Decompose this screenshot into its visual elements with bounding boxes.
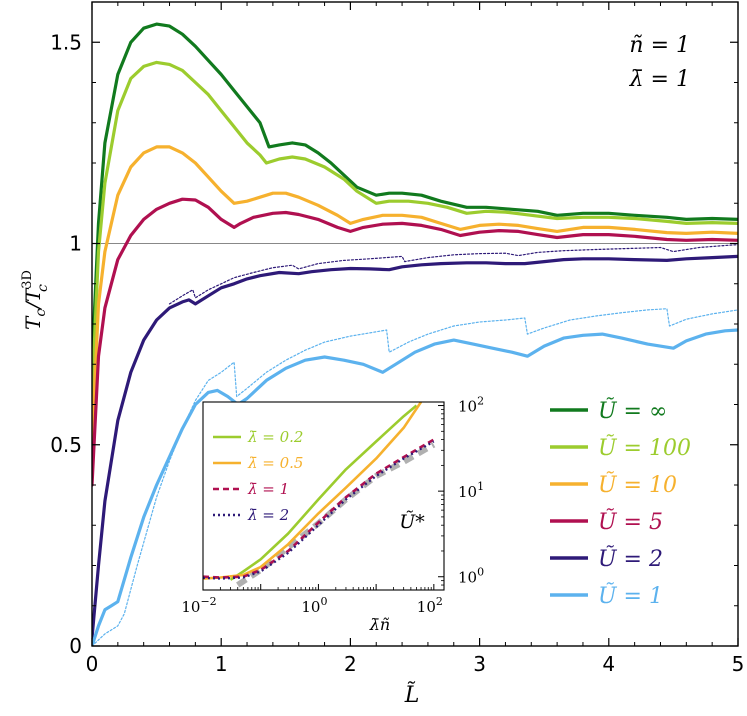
x-axis-label: L̃ bbox=[404, 682, 420, 708]
inset-ticks: 10−2 100 102 100 101 102 bbox=[181, 395, 484, 616]
x-tick-label: 0 bbox=[86, 652, 99, 676]
legend-label: Ũ = 2 bbox=[598, 544, 663, 572]
legend-label: Ũ = 100 bbox=[598, 433, 691, 461]
series-line-4 bbox=[92, 254, 738, 640]
inset-series-group bbox=[203, 402, 436, 588]
inset-x-axis-label: λ̄ñ bbox=[369, 615, 390, 634]
series-line-1 bbox=[92, 60, 738, 399]
inset-legend: λ̄ = 0.2 λ̄ = 0.5 λ̄ = 1 λ̄ = 2 bbox=[213, 428, 303, 524]
legend-label: Ũ = 5 bbox=[598, 507, 663, 535]
main-series-group bbox=[92, 22, 738, 646]
y-tick-label: 0.5 bbox=[50, 433, 82, 457]
inset-legend-label: λ̄ = 0.5 bbox=[247, 454, 303, 472]
x-tick-label: 5 bbox=[732, 652, 745, 676]
inset-x-tick-label: 10−2 bbox=[181, 595, 216, 616]
y-tick-label: 1.5 bbox=[50, 30, 82, 54]
y-tick-label: 0 bbox=[69, 634, 82, 658]
legend-label: Ũ = 1 bbox=[598, 581, 663, 609]
y-tick-label: 1 bbox=[69, 232, 82, 256]
inset-series-line-0 bbox=[229, 404, 418, 581]
main-plot: 0 1 2 3 4 5 0 0.5 1 1.5 L̃ Tc/T3Dc ñ = 1 λ̄ = 1 Ũ… bbox=[20, 1, 744, 708]
inset-axes-frame bbox=[202, 401, 445, 591]
inset-legend-label: λ̄ = 2 bbox=[247, 506, 289, 524]
inset-series-line-3 bbox=[203, 440, 435, 580]
x-tick-label: 3 bbox=[473, 652, 486, 676]
param-n-label: ñ = 1 bbox=[629, 33, 690, 58]
inset-series-line-1 bbox=[203, 402, 423, 580]
inset-legend-label: λ̄ = 0.2 bbox=[247, 428, 303, 446]
x-tick-label: 4 bbox=[602, 652, 615, 676]
series-line-7 bbox=[92, 308, 738, 646]
inset-y-tick-label: 102 bbox=[458, 395, 484, 416]
inset-x-tick-label: 100 bbox=[301, 595, 327, 616]
series-line-6 bbox=[168, 244, 738, 305]
inset-background bbox=[203, 402, 444, 590]
inset-x-tick-label: 102 bbox=[417, 595, 443, 616]
inset-series-line-2 bbox=[203, 438, 435, 579]
series-line-3 bbox=[92, 197, 738, 487]
series-line-5 bbox=[92, 328, 738, 646]
param-lambda-label: λ̄ = 1 bbox=[629, 67, 690, 92]
legend-label: Ũ = 10 bbox=[598, 470, 677, 498]
main-ticks: 0 1 2 3 4 5 0 0.5 1 1.5 bbox=[50, 2, 744, 676]
inset-y-axis-label: Ũ* bbox=[399, 510, 425, 533]
inset-y-tick-label: 101 bbox=[458, 480, 484, 501]
main-legend: Ũ = ∞ Ũ = 100 Ũ = 10 Ũ = 5 Ũ = 2 Ũ = 1 bbox=[550, 396, 691, 609]
legend-label: Ũ = ∞ bbox=[598, 396, 667, 424]
inset-legend-label: λ̄ = 1 bbox=[247, 480, 289, 498]
series-line-0 bbox=[92, 22, 738, 366]
x-tick-label: 1 bbox=[215, 652, 228, 676]
x-tick-label: 2 bbox=[344, 652, 357, 676]
inset-y-tick-label: 100 bbox=[458, 566, 484, 587]
y-axis-label: Tc/T3Dc bbox=[20, 270, 51, 330]
series-line-2 bbox=[92, 145, 738, 447]
